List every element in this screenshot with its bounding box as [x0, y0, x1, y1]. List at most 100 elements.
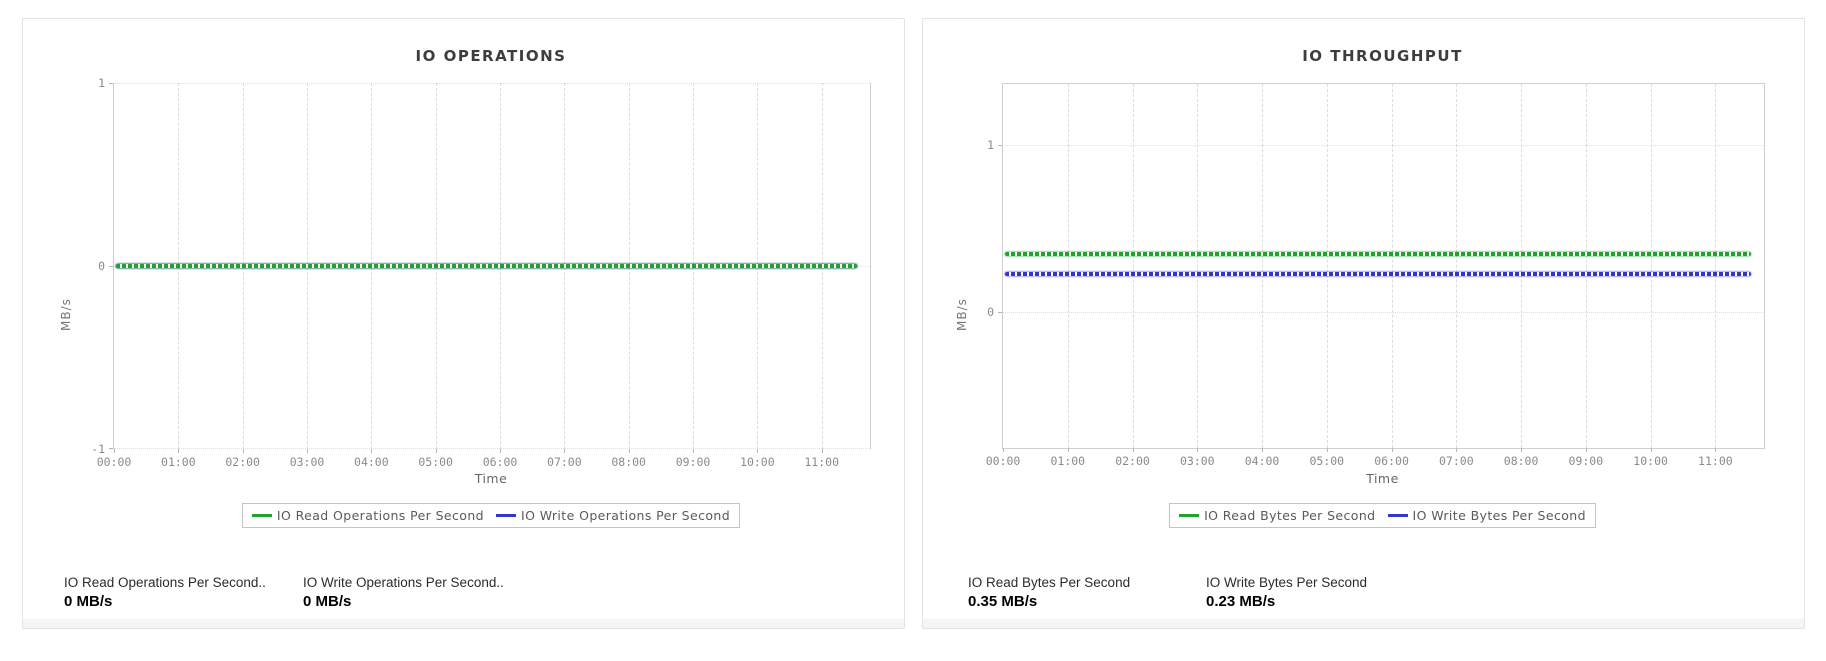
x-tick-label: 10:00: [740, 455, 775, 469]
y-tick-label: 0: [987, 305, 994, 320]
x-tick-mark: [1391, 448, 1393, 452]
y-tick-mark: [109, 448, 113, 449]
x-tick-mark: [371, 449, 373, 453]
x-tick-mark: [500, 449, 501, 453]
x-tick-mark: [564, 449, 566, 453]
x-tick-label: 02:00: [225, 455, 260, 469]
x-tick-label: 10:00: [1633, 454, 1668, 468]
x-tick-label: 04:00: [354, 455, 389, 469]
io-throughput-panel: IO THROUGHPUT MB/s 00:00 01:00 02:00 03:00 0…: [922, 18, 1805, 629]
x-tick-mark: [435, 449, 437, 453]
x-gridline: [1585, 84, 1587, 448]
legend: IO Read Bytes Per Second IO Write Bytes …: [1002, 503, 1763, 528]
x-tick-label: 11:00: [1698, 454, 1733, 468]
x-tick-mark: [821, 449, 823, 453]
y-tick-mark: [998, 312, 1002, 314]
x-tick-mark: [757, 449, 759, 453]
y-gridline: [114, 83, 870, 84]
x-gridline: [1391, 84, 1393, 448]
write-series-swatch-icon: [496, 514, 516, 517]
legend-item-read: IO Read Bytes Per Second: [1179, 508, 1375, 523]
x-tick-label: 01:00: [161, 455, 196, 469]
y-tick-label: -1: [91, 442, 105, 456]
legend-box: IO Read Bytes Per Second IO Write Bytes …: [1169, 503, 1596, 528]
x-tick-label: 09:00: [675, 455, 711, 469]
x-tick-label: 00:00: [96, 455, 132, 469]
x-tick-label: 03:00: [1179, 454, 1215, 468]
y-tick-label: 1: [98, 76, 105, 90]
stat-write: IO Write Bytes Per Second 0.23 MB/s: [1206, 575, 1441, 610]
x-axis-title: Time: [474, 471, 508, 486]
y-axis-title: MB/s: [955, 298, 969, 331]
stat-read: IO Read Operations Per Second.. 0 MB/s: [64, 575, 299, 610]
x-tick-mark: [1715, 448, 1717, 452]
x-tick-label: 09:00: [1568, 454, 1604, 468]
legend-item-read: IO Read Operations Per Second: [251, 508, 484, 523]
x-tick-label: 11:00: [804, 455, 839, 469]
y-tick-label: 0: [98, 259, 105, 273]
plot-area[interactable]: 00:00 01:00 02:00 03:00 04:00 05:00 06:00 07:00…: [91, 76, 871, 469]
x-tick-mark: [178, 449, 180, 453]
legend-item-write: IO Write Bytes Per Second: [1387, 508, 1586, 523]
x-gridline: [1521, 84, 1523, 448]
x-tick-label: 00:00: [985, 454, 1021, 468]
read-series-swatch-icon: [1179, 514, 1200, 517]
x-tick-mark: [114, 449, 115, 453]
x-gridline: [1650, 84, 1652, 448]
series-line: [1005, 251, 1751, 256]
x-gridline: [1456, 84, 1458, 448]
legend-item-write: IO Write Operations Per Second: [496, 508, 730, 523]
y-tick-label: 1: [987, 138, 994, 153]
stat-read: IO Read Bytes Per Second 0.35 MB/s: [968, 575, 1203, 610]
read-series-swatch-icon: [251, 514, 272, 517]
x-tick-mark: [1650, 448, 1652, 452]
y-tick-mark: [109, 266, 113, 267]
stat-label: IO Read Bytes Per Second: [968, 575, 1131, 590]
y-tick-mark: [109, 83, 113, 84]
x-tick-label: 03:00: [289, 455, 325, 469]
x-tick-mark: [1132, 448, 1134, 452]
x-tick-mark: [1067, 448, 1069, 452]
io-operations-panel: IO OPERATIONS MB/s 00:00 01:00 02:00 03:00 0…: [22, 18, 905, 629]
x-tick-mark: [693, 449, 695, 453]
x-tick-mark: [1456, 448, 1458, 452]
x-gridline: [1067, 84, 1069, 448]
x-tick-mark: [628, 449, 630, 453]
x-tick-label: 01:00: [1050, 454, 1086, 468]
chart-title: IO OPERATIONS: [415, 47, 567, 65]
y-gridline: [114, 448, 870, 449]
stat-write: IO Write Operations Per Second.. 0 MB/s: [303, 575, 538, 610]
x-tick-mark: [242, 449, 244, 453]
x-tick-label: 05:00: [1309, 454, 1345, 468]
series-line: [116, 264, 857, 268]
x-tick-label: 06:00: [482, 455, 518, 469]
y-axis-title: MB/s: [59, 298, 73, 331]
x-tick-mark: [307, 449, 308, 453]
legend: IO Read Operations Per Second IO Write O…: [113, 503, 869, 528]
x-gridline: [1326, 84, 1328, 448]
legend-label: IO Write Operations Per Second: [521, 508, 731, 523]
legend-label: IO Read Operations Per Second: [276, 508, 484, 523]
plot-area[interactable]: 00:00 01:00 02:00 03:00 04:00 05:00 06:00 07:00…: [986, 83, 1765, 468]
y-tick-mark: [998, 145, 1002, 147]
stat-label: IO Write Bytes Per Second: [1206, 575, 1368, 590]
x-gridline: [1132, 84, 1134, 448]
x-gridline: [1197, 84, 1199, 448]
x-tick-mark: [1585, 448, 1587, 452]
x-tick-mark: [1262, 448, 1264, 452]
x-tick-label: 06:00: [1374, 454, 1409, 468]
stat-value: 0.35 MB/s: [968, 593, 1038, 610]
legend-label: IO Write Bytes Per Second: [1412, 508, 1586, 523]
x-tick-mark: [1197, 448, 1199, 452]
stat-value: 0 MB/s: [303, 593, 352, 610]
card-footer: [923, 619, 1804, 628]
stat-value: 0 MB/s: [64, 593, 113, 610]
stat-label: IO Write Operations Per Second..: [303, 575, 504, 590]
write-series-swatch-icon: [1387, 514, 1408, 517]
x-tick-label: 08:00: [611, 455, 646, 469]
stat-label: IO Read Operations Per Second..: [64, 575, 266, 590]
x-tick-mark: [1521, 448, 1523, 452]
x-gridline: [1262, 84, 1264, 448]
legend-label: IO Read Bytes Per Second: [1204, 508, 1376, 523]
x-tick-label: 07:00: [1439, 454, 1474, 468]
